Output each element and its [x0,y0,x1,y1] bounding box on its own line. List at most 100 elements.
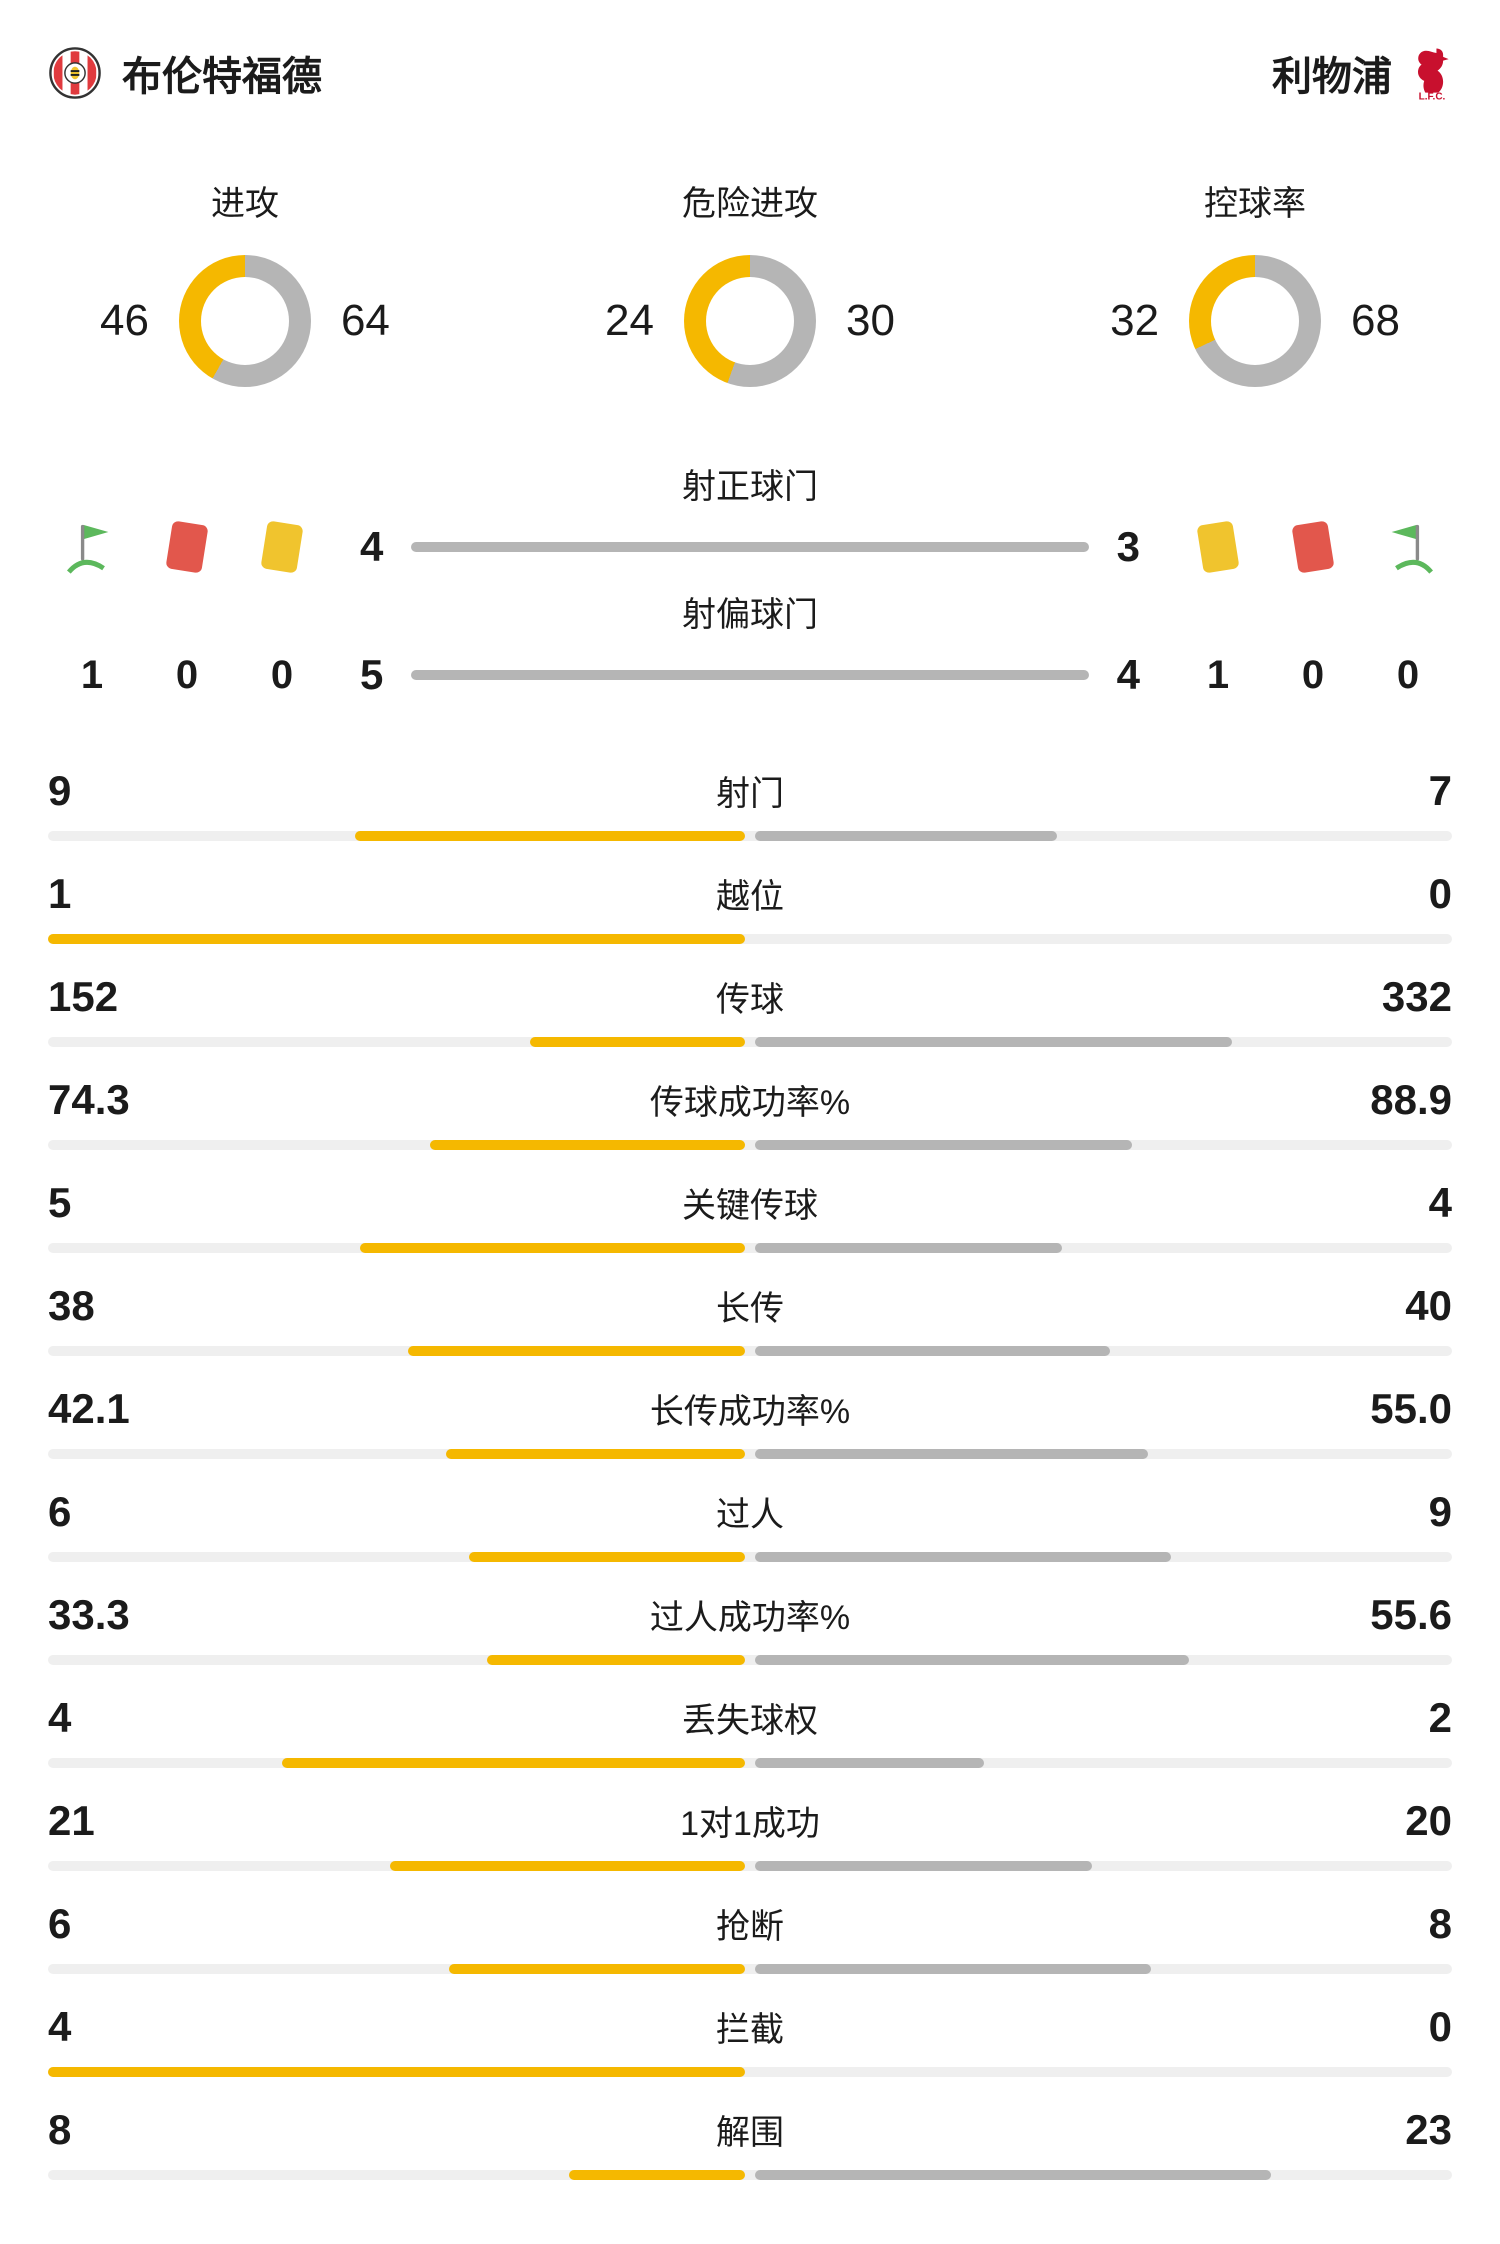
home-team[interactable]: 布伦特福德 [48,44,322,102]
home-bar-segment [48,934,745,944]
stat-away-value: 332 [1381,973,1452,1020]
stat-label: 传球 [716,981,784,1019]
stat-row: 4 丢失球权 2 [48,1678,1452,1781]
stat-away-value: 4 [1428,1179,1452,1226]
donut-away-value: 64 [340,296,390,345]
home-red-card-count: 0 [175,652,199,697]
yellow-card-icon [242,520,322,574]
donut-chart [684,255,816,387]
stat-away-value: 88.9 [1370,1076,1452,1123]
home-cards-cluster: 1 0 0 [48,451,326,707]
donut-away-value: 68 [1351,296,1400,345]
stat-bar [48,1243,1452,1253]
shot-bar-block: 射偏球门 5 4 [360,579,1140,707]
stat-label: 传球成功率% [649,1084,851,1122]
stat-home-value: 6 [48,1900,72,1947]
shot-bar-label: 射正球门 [682,467,818,506]
shot-bars: 射正球门 4 3 射偏球门 5 4 [326,451,1174,707]
away-bar-segment [755,831,1058,841]
stat-row: 1 越位 0 [48,854,1452,957]
away-bar-segment [755,1655,1190,1665]
stat-label: 抢断 [716,1908,784,1946]
stat-bar [48,831,1452,841]
donut-away-value: 30 [846,296,895,345]
stat-bar [48,1964,1452,1974]
stat-label: 丢失球权 [682,1702,818,1740]
donut-group: 进攻 46 64 [100,176,390,387]
stat-label: 长传 [716,1290,784,1328]
donut-label: 控球率 [1204,185,1307,223]
shot-bar-home-value: 5 [360,651,384,698]
donut-group: 控球率 32 68 [1110,176,1400,387]
stat-bar [48,1552,1452,1562]
stat-away-value: 20 [1405,1797,1452,1844]
stat-bar [48,1861,1452,1871]
away-bar-segment [755,1037,1232,1047]
away-bar-segment [755,1140,1133,1150]
stat-label: 1对1成功 [680,1805,820,1843]
shot-bar-label: 射偏球门 [682,595,818,634]
donut-group: 危险进攻 24 30 [605,176,895,387]
home-bar-segment [48,2067,745,2077]
shot-bar-block: 射正球门 4 3 [360,451,1140,579]
corner-flag-icon [1368,520,1448,574]
away-bar-segment [755,1552,1172,1562]
stat-bar [48,1140,1452,1150]
shot-bar-away-value: 4 [1116,651,1140,698]
away-bar-segment [755,1243,1062,1253]
shot-bar [411,542,1089,552]
home-bar-segment [449,1964,745,1974]
stat-away-value: 23 [1405,2106,1452,2153]
away-bar-segment [755,1346,1110,1356]
stat-row: 5 关键传球 4 [48,1163,1452,1266]
home-bar-segment [430,1140,745,1150]
stat-bar [48,934,1452,944]
red-card-icon [147,520,227,574]
stat-away-value: 55.6 [1370,1591,1452,1638]
stat-row: 8 解围 23 [48,2090,1452,2193]
donut-home-value: 46 [100,296,149,345]
away-yellow-card-count: 1 [1206,652,1230,697]
corner-flag-icon [52,520,132,574]
stat-home-value: 38 [48,1282,95,1329]
stat-label: 过人 [716,1496,784,1534]
stat-home-value: 33.3 [48,1591,130,1638]
away-team[interactable]: 利物浦 L.F.C. [1272,44,1452,102]
stat-home-value: 8 [48,2106,72,2153]
stat-row: 74.3 传球成功率% 88.9 [48,1060,1452,1163]
stat-home-value: 21 [48,1797,95,1844]
home-bar-segment [529,1037,745,1047]
stat-home-value: 4 [48,2003,72,2050]
stat-row: 6 过人 9 [48,1472,1452,1575]
stat-label: 解围 [716,2114,784,2152]
liverpool-crest-icon: L.F.C. [1412,45,1452,101]
home-bar-segment [282,1758,745,1768]
stat-row: 33.3 过人成功率% 55.6 [48,1575,1452,1678]
stat-home-value: 4 [48,1694,72,1741]
donut-label: 进攻 [210,185,279,223]
stat-label: 过人成功率% [649,1599,851,1637]
stat-away-value: 7 [1428,767,1452,814]
away-cards-cluster: 1 0 0 [1174,451,1452,707]
stat-label: 拦截 [716,2011,784,2049]
stat-home-value: 5 [48,1179,72,1226]
donut-home-value: 24 [605,296,654,345]
stat-row: 38 长传 40 [48,1266,1452,1369]
cards-and-shots-section: 1 0 0 射正球门 4 3 射偏球门 5 4 [48,451,1452,707]
home-team-name: 布伦特福德 [122,55,322,99]
stat-away-value: 40 [1405,1282,1452,1329]
stat-home-value: 9 [48,767,72,814]
home-bar-segment [487,1655,745,1665]
donut-chart [1189,255,1322,387]
away-bar-segment [755,1861,1093,1871]
away-corner-count: 0 [1396,652,1420,697]
stat-row: 42.1 长传成功率% 55.0 [48,1369,1452,1472]
shot-bar [411,670,1089,680]
home-yellow-card-count: 0 [270,652,294,697]
stat-row: 21 1对1成功 20 [48,1781,1452,1884]
away-team-name: 利物浦 [1272,55,1392,99]
stat-away-value: 0 [1428,870,1452,917]
shot-bar-away-value: 3 [1116,523,1140,570]
stat-bar [48,1346,1452,1356]
